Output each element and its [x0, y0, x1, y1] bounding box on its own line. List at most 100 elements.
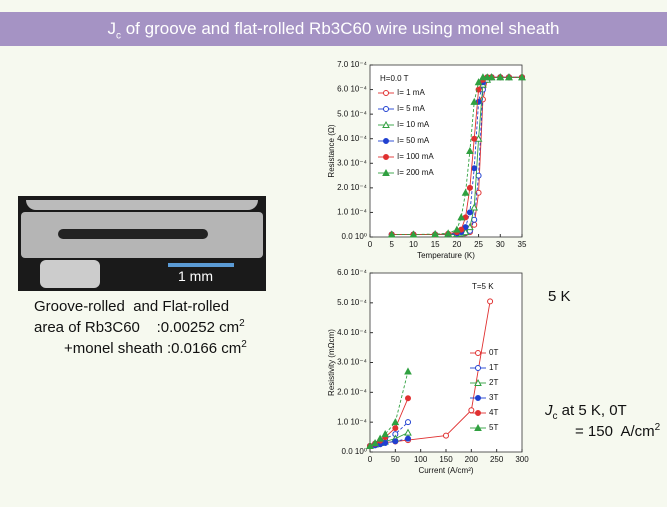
- legend-label: 1T: [489, 363, 498, 372]
- legend-label: 4T: [489, 408, 498, 417]
- marker: [444, 229, 453, 237]
- legend-marker: [382, 120, 390, 128]
- jc-text: J: [545, 402, 553, 419]
- x-tick-label: 0: [368, 240, 373, 249]
- marker: [518, 73, 526, 81]
- y-tick-label: 6.0 10⁻⁴: [337, 268, 367, 277]
- legend-marker: [383, 138, 389, 144]
- legend-marker: [475, 350, 481, 356]
- caption-line: Groove-rolled and Flat-rolled: [34, 298, 230, 315]
- legend-marker: [475, 365, 481, 371]
- marker: [457, 213, 466, 221]
- x-tick-label: 300: [515, 455, 529, 464]
- marker: [405, 419, 411, 426]
- x-tick-label: 100: [414, 455, 428, 464]
- marker: [453, 225, 461, 233]
- series-line: [391, 76, 522, 235]
- legend-marker: [474, 423, 482, 431]
- legend-label: I= 10 mA: [397, 120, 430, 129]
- marker: [381, 430, 390, 438]
- marker: [474, 78, 483, 86]
- marker: [475, 172, 482, 179]
- x-tick-label: 25: [474, 240, 483, 249]
- y-axis-label: Resistance (Ω): [327, 124, 336, 177]
- y-tick-label: 0.0 10⁰: [342, 447, 367, 456]
- marker: [466, 146, 474, 154]
- marker: [461, 188, 470, 196]
- caption-sup: 2: [241, 339, 247, 350]
- y-tick-label: 4.0 10⁻⁴: [337, 328, 367, 337]
- legend-label: 5T: [489, 423, 498, 432]
- marker: [471, 216, 478, 223]
- x-tick-label: 150: [439, 455, 453, 464]
- y-tick-label: 0.0 10⁰: [342, 232, 367, 241]
- title-text: J: [107, 19, 117, 38]
- annotation: T=5 K: [472, 282, 494, 291]
- marker: [409, 230, 418, 238]
- jc-sub: c: [552, 411, 558, 422]
- marker: [471, 165, 478, 172]
- x-tick-label: 10: [409, 240, 418, 249]
- plot-frame: [369, 64, 523, 238]
- marker: [483, 73, 492, 81]
- marker: [466, 184, 473, 191]
- x-tick-label: 0: [368, 455, 373, 464]
- marker: [475, 189, 482, 196]
- caption-text: +monel sheath :0.0166 cm: [64, 340, 242, 357]
- marker: [505, 73, 513, 81]
- marker: [405, 435, 411, 442]
- y-tick-label: 5.0 10⁻⁴: [337, 298, 367, 307]
- caption-sup: 2: [239, 318, 245, 329]
- marker: [391, 418, 400, 426]
- legend-marker: [383, 106, 389, 112]
- jc-note: Jc at 5 K, 0T: [545, 402, 627, 422]
- y-tick-label: 1.0 10⁻⁴: [337, 208, 367, 217]
- y-tick-label: 1.0 10⁻⁴: [337, 417, 367, 426]
- marker: [376, 434, 384, 442]
- title-sub: c: [116, 30, 121, 42]
- title-text: of groove and flat-rolled Rb3C60 wire us…: [121, 19, 560, 38]
- marker: [405, 395, 411, 402]
- marker: [382, 440, 389, 447]
- temp-note: 5 K: [548, 288, 571, 305]
- jc-text: at 5 K, 0T: [557, 402, 627, 419]
- marker: [479, 73, 487, 81]
- caption-text: area of Rb3C60 :0.00252 cm: [34, 319, 240, 336]
- marker: [466, 209, 473, 216]
- y-tick-label: 3.0 10⁻⁴: [337, 358, 367, 367]
- marker: [475, 86, 482, 93]
- marker: [404, 367, 412, 375]
- caption-line: +monel sheath :0.0166 cm2: [64, 339, 247, 357]
- y-tick-label: 4.0 10⁻⁴: [337, 134, 367, 143]
- caption-line: area of Rb3C60 :0.00252 cm2: [34, 318, 245, 336]
- marker: [371, 439, 379, 447]
- marker: [431, 230, 439, 238]
- marker: [443, 432, 449, 439]
- marker: [468, 407, 475, 414]
- marker: [487, 73, 496, 81]
- series-line: [391, 76, 522, 235]
- legend-label: 0T: [489, 348, 498, 357]
- marker: [404, 428, 412, 436]
- x-tick-label: 20: [452, 240, 461, 249]
- marker: [487, 298, 494, 305]
- marker: [496, 73, 505, 81]
- legend-label: 3T: [489, 393, 498, 402]
- y-tick-label: 2.0 10⁻⁴: [337, 183, 367, 192]
- legend-marker: [382, 168, 390, 176]
- annotation: H=0.0 T: [380, 74, 409, 83]
- legend-label: I= 1 mA: [397, 88, 425, 97]
- slide-title: Jc of groove and flat-rolled Rb3C60 wire…: [0, 12, 667, 46]
- x-axis-label: Current (A/cm²): [418, 466, 473, 475]
- legend-marker: [475, 395, 481, 401]
- x-axis-label: Temperature (K): [417, 251, 475, 260]
- micrograph: 1 mm: [18, 196, 266, 291]
- y-tick-label: 3.0 10⁻⁴: [337, 158, 367, 167]
- y-tick-label: 5.0 10⁻⁴: [337, 109, 367, 118]
- legend-label: I= 5 mA: [397, 104, 425, 113]
- x-tick-label: 30: [496, 240, 505, 249]
- x-tick-label: 200: [465, 455, 479, 464]
- y-tick-label: 2.0 10⁻⁴: [337, 387, 367, 396]
